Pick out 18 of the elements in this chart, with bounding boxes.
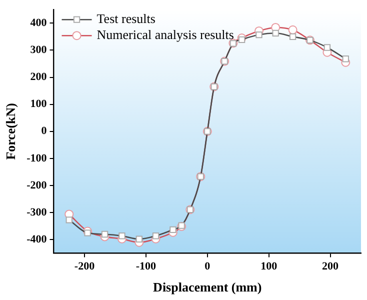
- y-tick-label: 200: [30, 71, 48, 84]
- y-tick-label: -300: [26, 206, 48, 218]
- y-tick-label: -400: [26, 234, 48, 246]
- y-tick-label: 300: [30, 44, 48, 56]
- y-tick-label: 400: [30, 16, 48, 29]
- x-tick-label: -100: [136, 260, 157, 273]
- legend-label: Test results: [96, 11, 156, 26]
- y-axis-title: Force(kN): [3, 103, 18, 160]
- y-tick-label: 100: [30, 98, 48, 110]
- x-tick-label: -200: [74, 260, 96, 273]
- y-tick-label: -100: [26, 152, 48, 164]
- x-axis-title: Displacement (mm): [153, 280, 262, 295]
- y-tick-label: 0: [41, 125, 48, 138]
- x-tick-label: 100: [260, 260, 278, 273]
- legend-label: Numerical analysis results: [96, 27, 234, 42]
- y-tick-label: -200: [26, 179, 48, 192]
- x-tick-label: 0: [204, 260, 211, 273]
- x-tick-label: 200: [322, 260, 340, 273]
